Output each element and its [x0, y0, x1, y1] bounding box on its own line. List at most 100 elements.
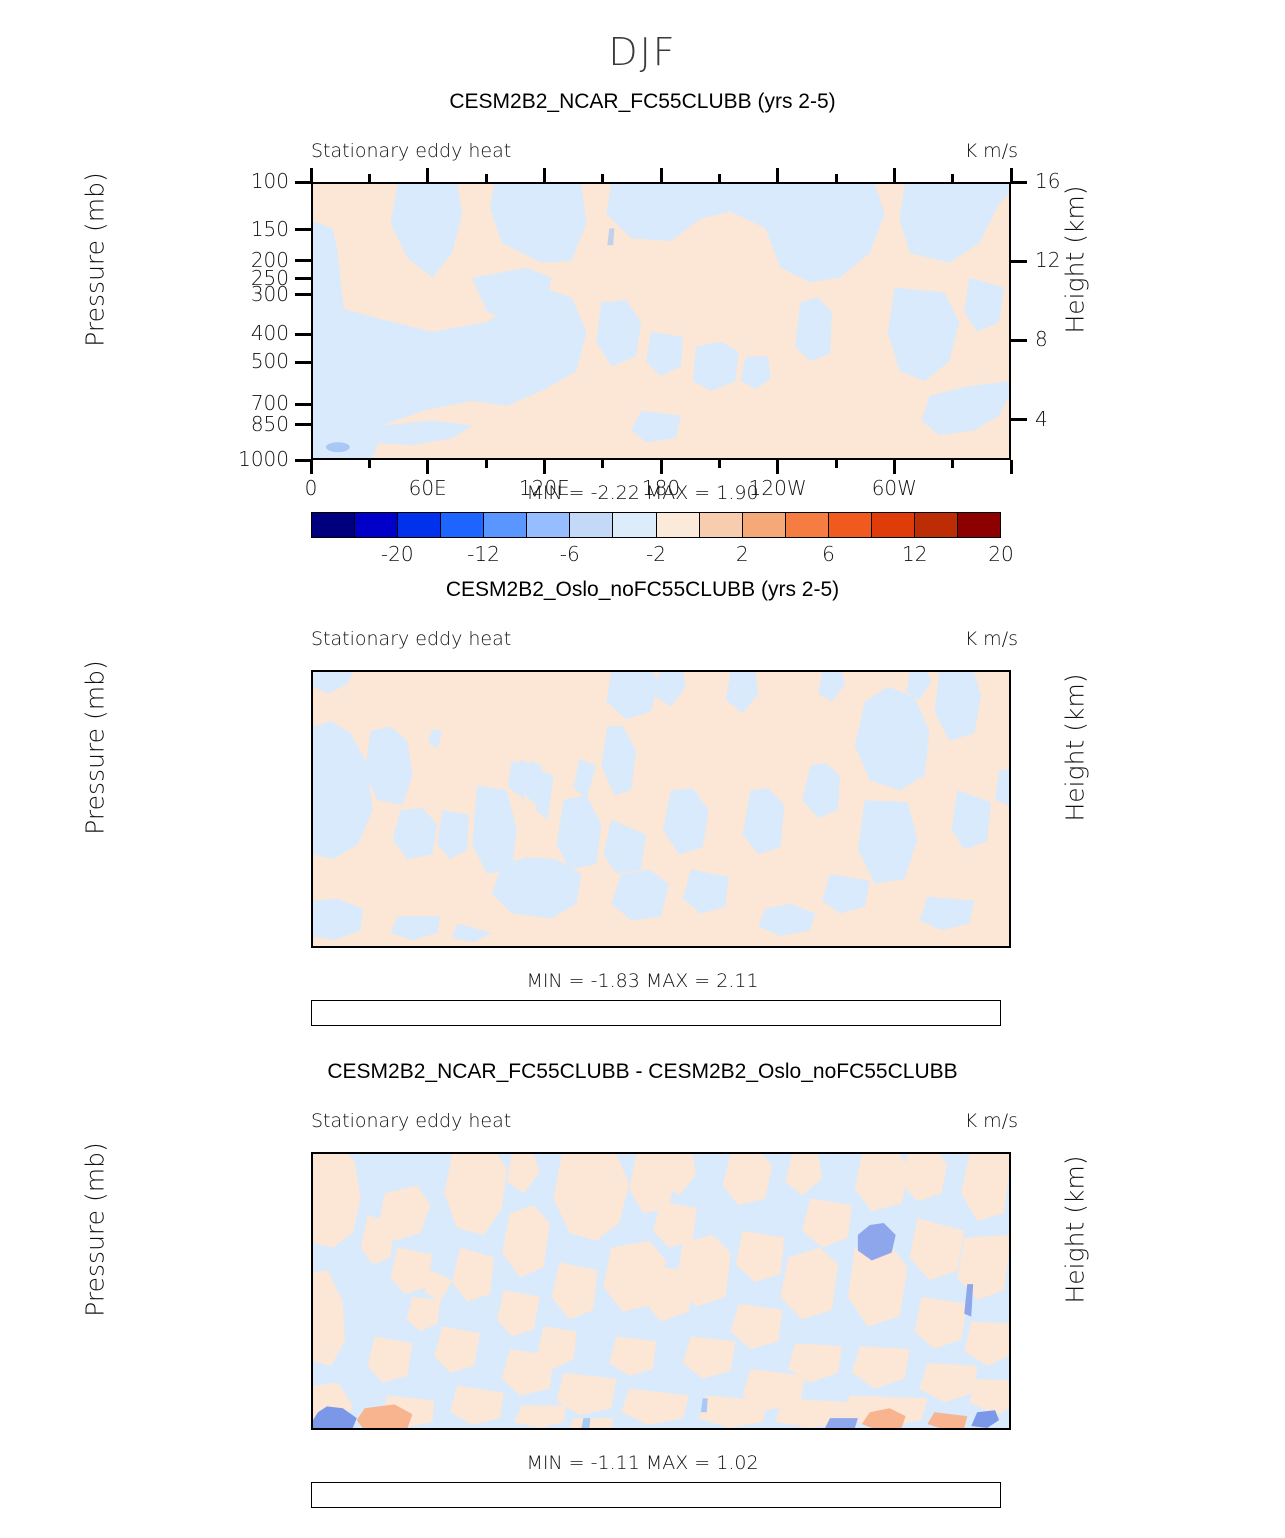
height-tick-label: 16 — [1035, 169, 1061, 193]
x-major-tick-mark — [309, 168, 313, 182]
colorbar-tick-label: 6 — [822, 542, 835, 566]
colorbar-swatch — [957, 513, 1000, 537]
pressure-tick-label: 500 — [250, 349, 289, 374]
colorbar-tick-label: -20 — [380, 542, 414, 566]
x-major-tick-mark — [542, 460, 546, 474]
panel-2-variable-label: Stationary eddy heat — [311, 628, 512, 650]
colorbar-swatch — [699, 513, 743, 537]
height-tick-mark — [1011, 418, 1027, 422]
panel-3-colorbar-labels — [311, 1512, 1001, 1538]
x-major-tick-mark — [892, 460, 896, 474]
panel-1-title: CESM2B2_NCAR_FC55CLUBB (yrs 2-5) — [449, 90, 836, 113]
colorbar-swatch — [914, 513, 958, 537]
panel-3-ylabel-right: Height (km) — [1060, 1155, 1090, 1304]
x-minor-tick-mark — [951, 174, 955, 182]
colorbar-swatch — [570, 513, 614, 537]
height-tick-mark — [1011, 259, 1027, 263]
colorbar-tick-label: -6 — [559, 542, 580, 566]
pressure-tick-mark — [295, 259, 311, 263]
x-major-tick-mark — [1009, 460, 1013, 474]
colorbar-swatch — [441, 513, 485, 537]
panel-2-title: CESM2B2_Oslo_noFC55CLUBB (yrs 2-5) — [445, 578, 840, 601]
x-tick-label: 120W — [748, 476, 807, 500]
colorbar-swatch — [871, 513, 915, 537]
panel-3-minmax: MIN = -1.11 MAX = 1.02 — [526, 1452, 759, 1474]
colorbar-swatch — [656, 513, 700, 537]
panel-2-units-label: K m/s — [964, 628, 1018, 650]
panel-2-ylabel-left: Pressure (mb) — [80, 660, 110, 835]
height-tick-mark — [1011, 338, 1027, 342]
colorbar-tick-label: 12 — [902, 542, 928, 566]
height-tick-label: 8 — [1035, 327, 1048, 352]
colorbar-swatch — [398, 513, 442, 537]
x-major-tick-mark — [776, 460, 780, 474]
colorbar-swatch — [484, 513, 528, 537]
pressure-tick-label: 200 — [250, 247, 289, 272]
x-tick-label: 0 — [304, 476, 318, 500]
x-tick-label: 180 — [641, 476, 681, 500]
colorbar-swatch — [613, 513, 657, 537]
x-minor-tick-mark — [834, 460, 838, 468]
panel-2-colorbar-labels — [311, 1030, 1001, 1056]
panel-1-minmax: MIN = -2.22 MAX = 1.90 — [526, 482, 759, 504]
colorbar-tick-label: -2 — [646, 542, 666, 566]
pressure-tick-label: 1000 — [238, 447, 289, 471]
panel-2-colorbar — [311, 1000, 1001, 1026]
x-minor-tick-mark — [951, 460, 955, 468]
x-minor-tick-mark — [834, 174, 838, 182]
pressure-tick-mark — [295, 402, 311, 406]
height-tick-mark — [1011, 180, 1027, 184]
panel-1-colorbar — [311, 512, 1001, 538]
pressure-tick-label: 400 — [250, 321, 289, 346]
panel-2-plot-area — [311, 670, 1011, 948]
pressure-tick-label: 100 — [250, 169, 289, 193]
colorbar-swatch — [527, 513, 571, 537]
x-tick-label: 120E — [518, 476, 570, 500]
panel-1-variable-label: Stationary eddy heat — [311, 140, 512, 162]
colorbar-tick-label: 20 — [988, 542, 1014, 566]
x-tick-label: 60W — [871, 476, 917, 500]
x-major-tick-mark — [309, 460, 313, 474]
colorbar-swatch — [742, 513, 786, 537]
x-minor-tick-mark — [601, 174, 605, 182]
x-major-tick-mark — [659, 168, 663, 182]
pressure-tick-mark — [295, 458, 311, 462]
panel-3-ylabel-left: Pressure (mb) — [80, 1142, 110, 1317]
colorbar-tick-label: -12 — [467, 542, 500, 566]
height-tick-label: 4 — [1035, 406, 1048, 431]
pressure-tick-label: 300 — [250, 281, 289, 306]
panel-3-colorbar — [311, 1482, 1001, 1508]
x-major-tick-mark — [426, 168, 430, 182]
panel-3-title: CESM2B2_NCAR_FC55CLUBB - CESM2B2_Oslo_no… — [327, 1060, 958, 1083]
pressure-tick-mark — [295, 293, 311, 297]
x-minor-tick-mark — [367, 460, 371, 468]
x-major-tick-mark — [1009, 168, 1013, 182]
panel-1-colorbar-labels: -20 -12 -6 -2 2 6 12 20 — [311, 542, 1014, 568]
panel-3-units-label: K m/s — [964, 1110, 1018, 1132]
panel-3-plot-area — [311, 1152, 1011, 1430]
pressure-tick-label: 700 — [250, 391, 289, 416]
x-minor-tick-mark — [484, 174, 488, 182]
pressure-tick-mark — [295, 360, 311, 364]
pressure-tick-mark — [295, 332, 311, 336]
pressure-tick-mark — [295, 423, 311, 427]
x-tick-label: 60E — [408, 476, 447, 500]
colorbar-swatch — [785, 513, 829, 537]
panel-1-units-label: K m/s — [964, 140, 1018, 162]
x-major-tick-mark — [776, 168, 780, 182]
pressure-tick-label: 150 — [250, 216, 289, 241]
pressure-tick-label: 250 — [250, 265, 289, 290]
pressure-tick-mark — [295, 277, 311, 281]
x-minor-tick-mark — [717, 460, 721, 468]
x-minor-tick-mark — [601, 460, 605, 468]
x-major-tick-mark — [659, 460, 663, 474]
colorbar-swatch — [312, 513, 356, 537]
panel-2-ylabel-right: Height (km) — [1060, 673, 1090, 822]
height-tick-label: 12 — [1035, 248, 1061, 273]
colorbar-swatch — [828, 513, 872, 537]
panel-3-variable-label: Stationary eddy heat — [311, 1110, 512, 1132]
season-title: DJF — [608, 30, 677, 74]
x-major-tick-mark — [542, 168, 546, 182]
panel-1-ylabel-left: Pressure (mb) — [80, 172, 110, 347]
x-minor-tick-mark — [367, 174, 371, 182]
